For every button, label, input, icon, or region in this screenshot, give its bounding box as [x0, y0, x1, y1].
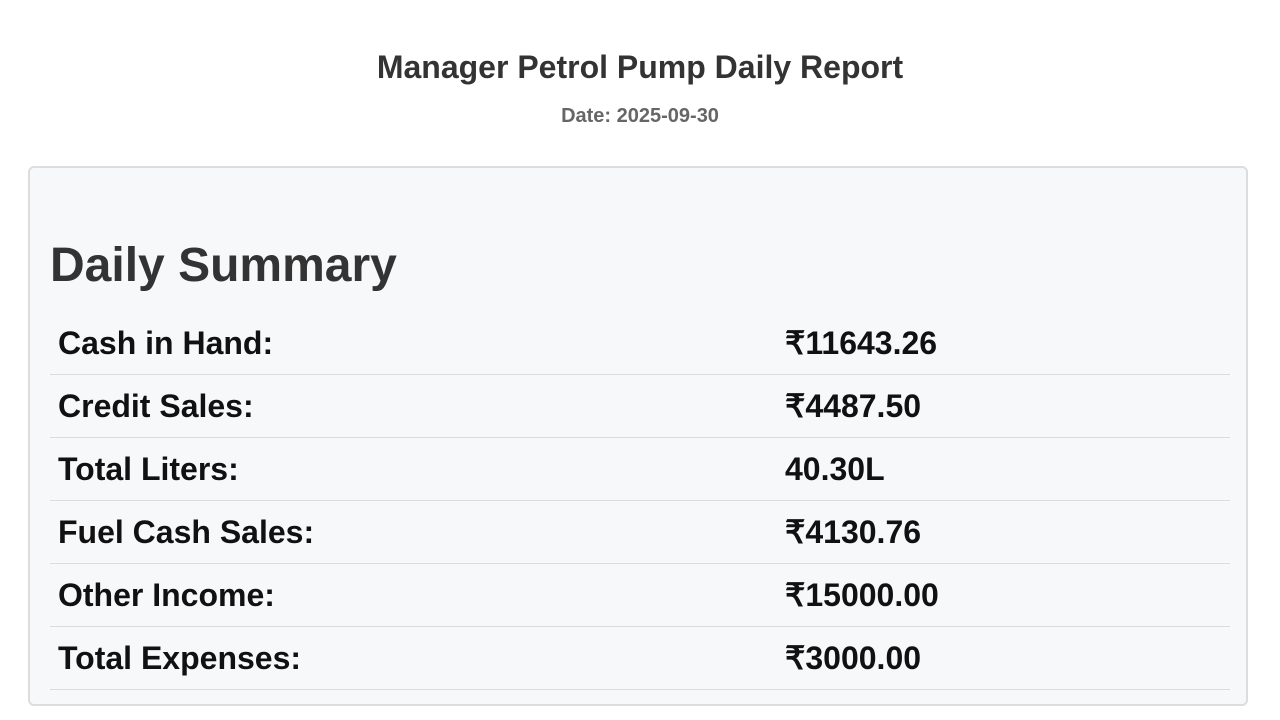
total-expenses-value: ₹3000.00	[777, 626, 1230, 690]
table-row: Total Liters: 40.30L	[50, 437, 1230, 501]
total-liters-label: Total Liters:	[50, 437, 777, 501]
summary-heading: Daily Summary	[50, 239, 397, 292]
report-header: Manager Petrol Pump Daily Report Date: 2…	[0, 0, 1280, 128]
total-expenses-label: Total Expenses:	[50, 626, 777, 690]
table-row: Fuel Cash Sales: ₹4130.76	[50, 500, 1230, 564]
table-row: Total Expenses: ₹3000.00	[50, 626, 1230, 690]
other-income-label: Other Income:	[50, 563, 777, 627]
credit-sales-label: Credit Sales:	[50, 374, 777, 438]
report-date: Date: 2025-09-30	[561, 105, 719, 127]
page-title: Manager Petrol Pump Daily Report	[376, 49, 904, 85]
table-row: Credit Sales: ₹4487.50	[50, 374, 1230, 438]
fuel-cash-sales-label: Fuel Cash Sales:	[50, 500, 777, 564]
cash-in-hand-value: ₹11643.26	[777, 312, 1230, 375]
table-row: Other Income: ₹15000.00	[50, 563, 1230, 627]
fuel-cash-sales-value: ₹4130.76	[777, 500, 1230, 564]
daily-summary-card: Daily Summary Cash in Hand: ₹11643.26 Cr…	[28, 166, 1248, 706]
cash-in-hand-label: Cash in Hand:	[50, 312, 777, 375]
total-liters-value: 40.30L	[777, 437, 1230, 501]
summary-table: Cash in Hand: ₹11643.26 Credit Sales: ₹4…	[50, 312, 1230, 690]
credit-sales-value: ₹4487.50	[777, 374, 1230, 438]
other-income-value: ₹15000.00	[777, 563, 1230, 627]
table-row: Cash in Hand: ₹11643.26	[50, 312, 1230, 375]
